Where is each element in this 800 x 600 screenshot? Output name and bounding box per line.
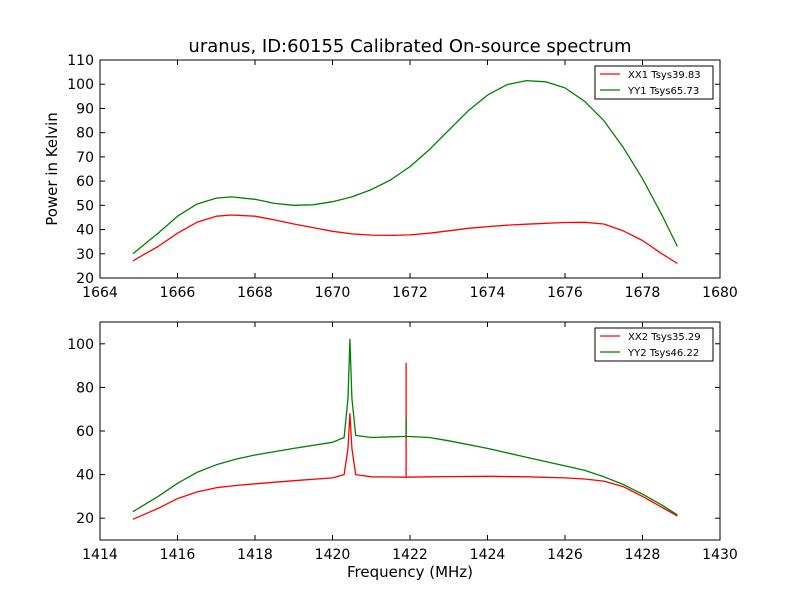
- x-tick-label: 1680: [702, 285, 738, 301]
- y-tick-label: 40: [76, 223, 94, 239]
- legend-label-yy2: YY2 Tsys46.22: [627, 348, 699, 359]
- top-legend: XX1 Tsys39.83 YY1 Tsys65.73: [594, 65, 714, 100]
- legend-label-yy1: YY1 Tsys65.73: [627, 86, 699, 97]
- top-chart: uranus, ID:60155 Calibrated On-source sp…: [43, 36, 738, 301]
- bottom-legend: XX2 Tsys35.29 YY2 Tsys46.22: [594, 327, 714, 362]
- chart-title: uranus, ID:60155 Calibrated On-source sp…: [188, 36, 631, 57]
- series-line-yy1: [132, 79, 678, 255]
- x-tick-label: 1668: [237, 285, 273, 301]
- series-line-xx2: [132, 362, 678, 520]
- y-tick-label: 40: [76, 468, 94, 484]
- x-tick-label: 1416: [160, 547, 196, 563]
- x-tick-label: 1430: [702, 547, 738, 563]
- x-tick-label: 1678: [625, 285, 661, 301]
- top-plot-area: 1664 1666 1668 1670 1672 1674 1676 1678 1680 20 30…: [67, 53, 738, 301]
- legend-label-xx2: XX2 Tsys35.29: [628, 332, 701, 343]
- legend-label-xx1: XX1 Tsys39.83: [628, 70, 701, 81]
- x-tick-label: 1670: [315, 285, 351, 301]
- x-tick-label: 1664: [82, 285, 118, 301]
- y-axis-label: Power in Kelvin: [43, 112, 61, 226]
- y-tick-label: 100: [67, 337, 94, 353]
- bottom-plot-area: 1414 1416 1418 1420 1422 1424 1426 1428 1430 20 40…: [67, 321, 738, 563]
- series-line-yy2: [132, 338, 678, 516]
- x-axis-label: Frequency (MHz): [347, 563, 473, 581]
- y-tick-label: 110: [67, 53, 94, 69]
- x-tick-label: 1414: [82, 547, 118, 563]
- x-tick-label: 1426: [547, 547, 583, 563]
- y-tick-label: 100: [67, 77, 94, 93]
- x-tick-label: 1418: [237, 547, 273, 563]
- x-tick-label: 1424: [470, 547, 506, 563]
- x-tick-label: 1674: [470, 285, 506, 301]
- y-tick-label: 30: [76, 247, 94, 263]
- y-tick-label: 60: [76, 174, 94, 190]
- x-tick-label: 1672: [392, 285, 428, 301]
- y-tick-label: 80: [76, 380, 94, 396]
- x-tick-label: 1676: [547, 285, 583, 301]
- y-tick-label: 70: [76, 150, 94, 166]
- x-tick-label: 1420: [315, 547, 351, 563]
- legend-box: [594, 327, 714, 362]
- x-tick-label: 1422: [392, 547, 428, 563]
- bottom-chart: Frequency (MHz) 1414 1416 1418 1420 1422 1424…: [67, 321, 738, 581]
- x-tick-label: 1666: [160, 285, 196, 301]
- y-tick-label: 80: [76, 126, 94, 142]
- legend-box: [594, 65, 714, 100]
- x-tick-label: 1428: [625, 547, 661, 563]
- series-line-xx1: [132, 214, 678, 265]
- y-tick-label: 20: [76, 511, 94, 527]
- y-tick-label: 60: [76, 424, 94, 440]
- y-tick-label: 90: [76, 101, 94, 117]
- y-tick-label: 50: [76, 198, 94, 214]
- y-tick-label: 20: [76, 271, 94, 287]
